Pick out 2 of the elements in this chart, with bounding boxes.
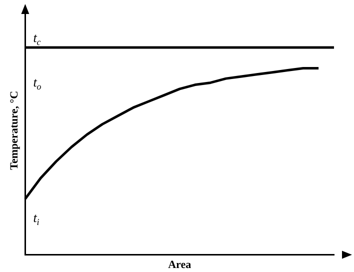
y-axis-title: Temperature, °C	[8, 90, 20, 170]
x-axis-title: Area	[168, 259, 192, 272]
